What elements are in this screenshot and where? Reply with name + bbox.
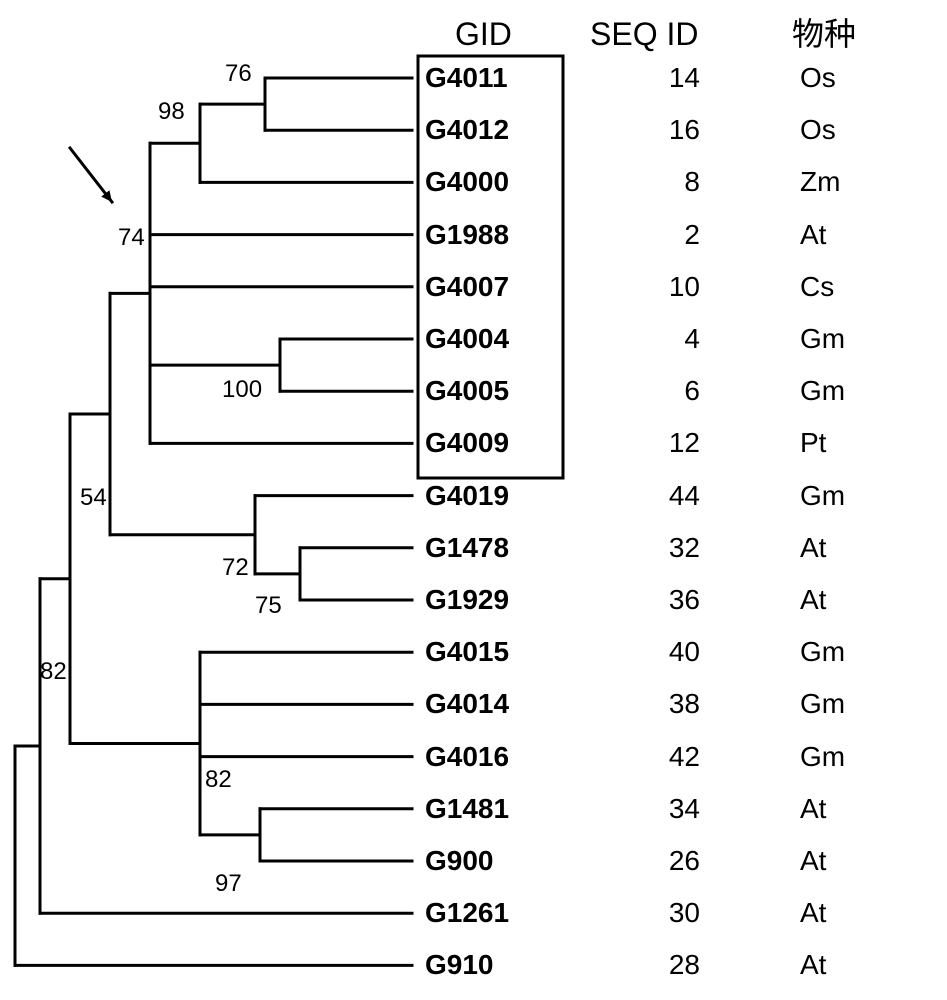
bootstrap-value: 74 bbox=[118, 226, 145, 250]
bootstrap-value: 97 bbox=[215, 872, 242, 896]
bootstrap-value: 72 bbox=[222, 556, 249, 580]
header-gid: GID bbox=[455, 18, 512, 50]
leaf-species: Gm bbox=[800, 638, 845, 666]
leaf-seqid: 6 bbox=[684, 377, 700, 405]
leaf-gid: G4014 bbox=[425, 690, 509, 718]
leaf-gid: G1478 bbox=[425, 534, 509, 562]
bootstrap-value: 75 bbox=[255, 594, 282, 618]
bootstrap-value: 82 bbox=[205, 768, 232, 792]
leaf-seqid: 28 bbox=[669, 951, 700, 979]
leaf-seqid: 44 bbox=[669, 482, 700, 510]
bootstrap-value: 100 bbox=[222, 378, 262, 402]
leaf-gid: G4012 bbox=[425, 116, 509, 144]
leaf-seqid: 32 bbox=[669, 534, 700, 562]
leaf-gid: G910 bbox=[425, 951, 494, 979]
bootstrap-value: 82 bbox=[40, 660, 67, 684]
leaf-seqid: 38 bbox=[669, 690, 700, 718]
leaf-seqid: 8 bbox=[684, 168, 700, 196]
leaf-gid: G4016 bbox=[425, 743, 509, 771]
leaf-species: At bbox=[800, 586, 826, 614]
leaf-gid: G900 bbox=[425, 847, 494, 875]
leaf-species: At bbox=[800, 795, 826, 823]
leaf-species: At bbox=[800, 951, 826, 979]
leaf-seqid: 36 bbox=[669, 586, 700, 614]
leaf-species: Os bbox=[800, 64, 836, 92]
leaf-seqid: 10 bbox=[669, 273, 700, 301]
leaf-gid: G4000 bbox=[425, 168, 509, 196]
leaf-species: Pt bbox=[800, 429, 826, 457]
leaf-seqid: 12 bbox=[669, 429, 700, 457]
leaf-gid: G4005 bbox=[425, 377, 509, 405]
leaf-gid: G4009 bbox=[425, 429, 509, 457]
leaf-species: Gm bbox=[800, 690, 845, 718]
leaf-gid: G4011 bbox=[425, 64, 508, 92]
leaf-seqid: 26 bbox=[669, 847, 700, 875]
leaf-species: Gm bbox=[800, 325, 845, 353]
leaf-seqid: 30 bbox=[669, 899, 700, 927]
leaf-species: Gm bbox=[800, 377, 845, 405]
leaf-seqid: 4 bbox=[684, 325, 700, 353]
header-species: 物种 bbox=[792, 18, 856, 50]
bootstrap-value: 54 bbox=[80, 486, 107, 510]
leaf-species: At bbox=[800, 221, 826, 249]
leaf-gid: G4004 bbox=[425, 325, 509, 353]
leaf-species: Zm bbox=[800, 168, 840, 196]
bootstrap-value: 98 bbox=[158, 100, 185, 124]
leaf-seqid: 40 bbox=[669, 638, 700, 666]
leaf-gid: G1481 bbox=[425, 795, 509, 823]
bootstrap-value: 76 bbox=[225, 62, 252, 86]
leaf-gid: G4019 bbox=[425, 482, 509, 510]
leaf-species: At bbox=[800, 847, 826, 875]
leaf-species: Gm bbox=[800, 482, 845, 510]
leaf-seqid: 16 bbox=[669, 116, 700, 144]
leaf-gid: G4015 bbox=[425, 638, 509, 666]
leaf-seqid: 42 bbox=[669, 743, 700, 771]
leaf-species: Cs bbox=[800, 273, 834, 301]
leaf-gid: G4007 bbox=[425, 273, 509, 301]
leaf-species: At bbox=[800, 899, 826, 927]
leaf-gid: G1261 bbox=[425, 899, 509, 927]
leaf-species: At bbox=[800, 534, 826, 562]
leaf-species: Gm bbox=[800, 743, 845, 771]
leaf-species: Os bbox=[800, 116, 836, 144]
leaf-seqid: 34 bbox=[669, 795, 700, 823]
leaf-gid: G1988 bbox=[425, 221, 509, 249]
header-seqid: SEQ ID bbox=[590, 18, 698, 50]
leaf-gid: G1929 bbox=[425, 586, 509, 614]
leaf-seqid: 14 bbox=[669, 64, 700, 92]
leaf-seqid: 2 bbox=[684, 221, 700, 249]
